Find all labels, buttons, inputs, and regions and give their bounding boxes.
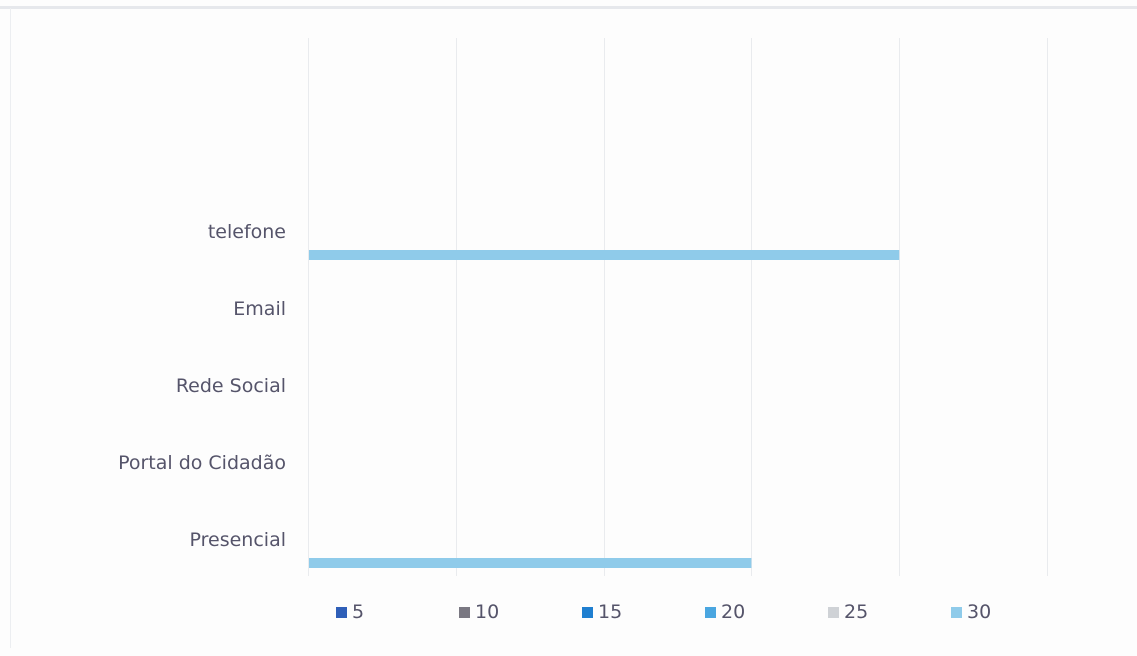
legend-swatch: [951, 607, 962, 618]
category-label: Email: [233, 298, 286, 320]
category-labels: telefone Email Rede Social Portal do Cidadã…: [118, 221, 286, 551]
bar-presencial-series-30: [309, 558, 752, 568]
legend: 5 10 15 20 25 30: [336, 601, 991, 623]
category-label: Rede Social: [176, 375, 286, 397]
legend-label: 20: [721, 601, 745, 623]
legend-label: 30: [967, 601, 991, 623]
legend-swatch: [828, 607, 839, 618]
category-label: Portal do Cidadão: [118, 452, 286, 474]
bars: [309, 250, 900, 568]
bar-telefone-series-30: [309, 250, 900, 260]
legend-swatch: [582, 607, 593, 618]
legend-swatch: [459, 607, 470, 618]
gridlines: [308, 38, 1048, 576]
scan-left-edge: [10, 8, 11, 648]
legend-label: 25: [844, 601, 868, 623]
legend-label: 5: [352, 601, 364, 623]
category-label: Presencial: [190, 529, 286, 551]
legend-label: 10: [475, 601, 499, 623]
legend-swatch: [705, 607, 716, 618]
category-label: telefone: [208, 221, 286, 243]
legend-swatch: [336, 607, 347, 618]
legend-label: 15: [598, 601, 622, 623]
scan-top-edge: [0, 6, 1137, 9]
